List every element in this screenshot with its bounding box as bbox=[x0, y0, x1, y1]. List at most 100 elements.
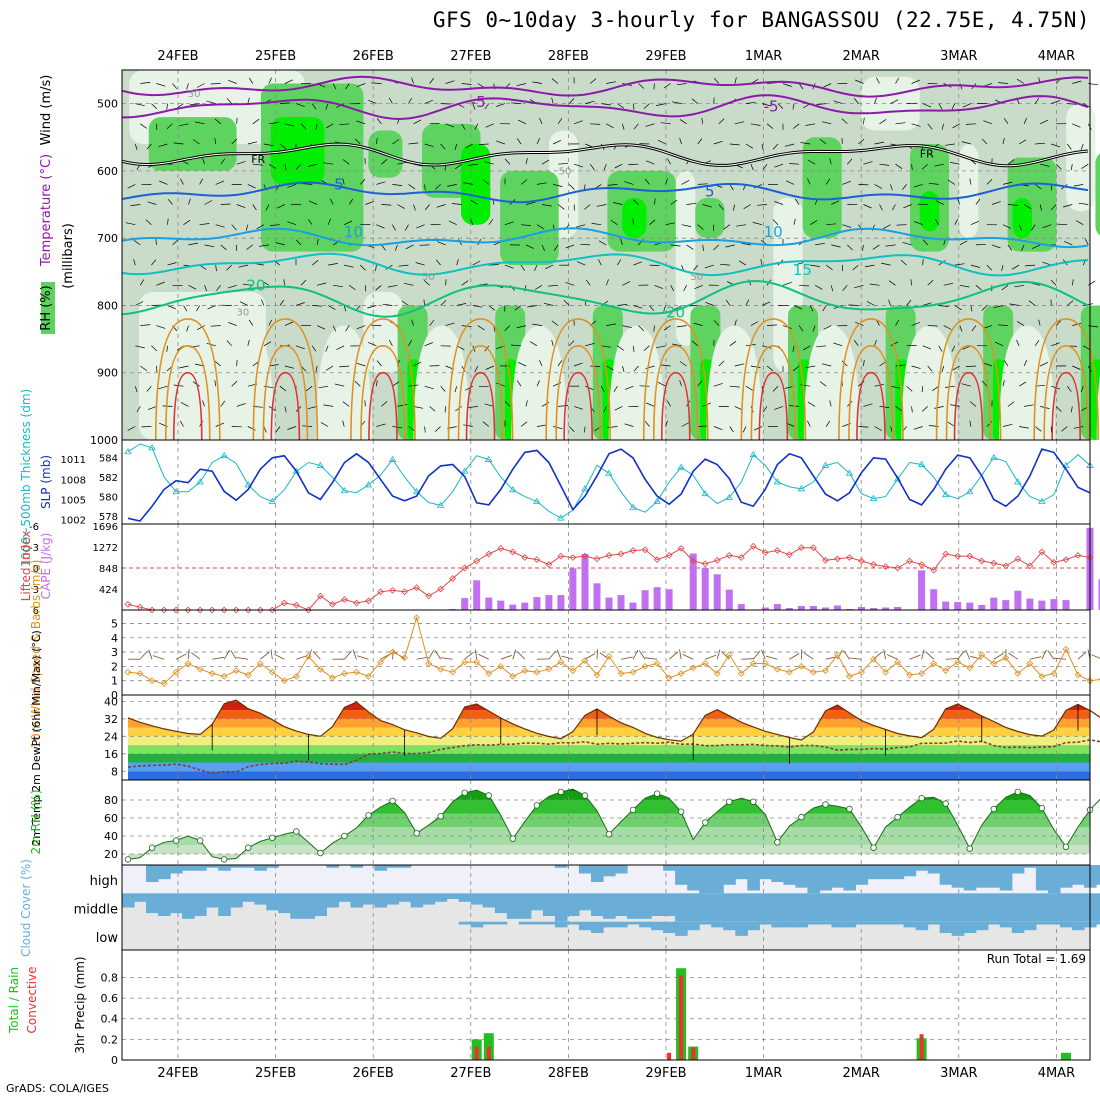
wind-barb bbox=[1064, 241, 1073, 246]
wind-barb bbox=[921, 386, 924, 393]
cape-bar bbox=[882, 607, 890, 610]
tick-label: 600 bbox=[97, 165, 118, 178]
cloud-cover-cell bbox=[843, 893, 857, 922]
thickness-point bbox=[148, 444, 156, 451]
wind-barb bbox=[284, 164, 287, 171]
wind-speed-point bbox=[545, 665, 553, 673]
wind-barb bbox=[842, 180, 851, 185]
axis-title-cape: CAPE (J/kg) bbox=[39, 533, 53, 600]
wind-barb bbox=[1080, 143, 1084, 150]
wind-barb bbox=[729, 143, 740, 146]
wind-speed-point bbox=[942, 667, 950, 675]
wind-barb bbox=[279, 385, 287, 392]
wind-barb bbox=[408, 426, 416, 432]
wind-barb bbox=[622, 281, 631, 286]
surface-wind-barb bbox=[752, 650, 761, 660]
surface-wind-barb bbox=[1008, 652, 1019, 660]
surface-wind-barb bbox=[223, 650, 230, 660]
wind-barb bbox=[252, 163, 263, 166]
wind-barb bbox=[387, 284, 398, 288]
wind-barb bbox=[935, 200, 944, 205]
cloud-cover-cell bbox=[206, 893, 219, 908]
cloud-cover-cell bbox=[663, 893, 676, 916]
surface-wind-barb bbox=[273, 653, 285, 660]
wind-barb bbox=[672, 101, 682, 104]
lifted-index-point bbox=[834, 555, 841, 563]
wind-barb bbox=[842, 285, 848, 291]
wind-barb bbox=[268, 364, 279, 367]
wind-barb bbox=[295, 345, 305, 350]
thickness-point bbox=[605, 469, 613, 476]
wind-barb bbox=[1003, 360, 1009, 367]
cloud-cover-cell bbox=[807, 921, 820, 925]
thickness-point bbox=[557, 514, 565, 521]
wind-barb bbox=[585, 385, 594, 391]
wind-barb bbox=[660, 122, 671, 125]
tick-label: 20 bbox=[104, 848, 118, 861]
thickness-point bbox=[581, 485, 589, 492]
wind-barb bbox=[247, 339, 250, 346]
lifted-index-point bbox=[605, 552, 613, 559]
wind-barb bbox=[890, 184, 893, 191]
wind-barb bbox=[231, 380, 238, 387]
grads-credit: GrADS: COLA/IGES bbox=[6, 1082, 109, 1095]
wind-barb bbox=[136, 406, 141, 413]
tick-label: 0.2 bbox=[101, 1033, 119, 1046]
wind-barb bbox=[774, 201, 784, 205]
wind-barb bbox=[750, 365, 761, 369]
cloud-cover-cell bbox=[326, 865, 339, 868]
tick-label: 1696 bbox=[93, 522, 118, 533]
cape-bar bbox=[761, 607, 769, 610]
cloud-cover-cell bbox=[879, 865, 893, 880]
tick-label: 3 bbox=[111, 646, 118, 659]
wind-barb bbox=[876, 77, 880, 84]
wind-speed-point bbox=[1038, 673, 1046, 680]
wind-speed-point bbox=[653, 660, 661, 667]
wind-barb bbox=[543, 302, 554, 306]
wind-barb bbox=[983, 120, 993, 125]
wind-barb bbox=[938, 305, 949, 307]
thickness-point bbox=[893, 475, 902, 482]
wind-barb bbox=[729, 385, 740, 388]
wind-barb bbox=[732, 204, 736, 211]
cape-bar bbox=[641, 590, 649, 610]
wind-barb bbox=[532, 81, 543, 84]
wind-barb bbox=[738, 260, 747, 266]
wind-barb bbox=[761, 301, 771, 306]
wind-barb bbox=[686, 244, 694, 250]
isotherm-minus10 bbox=[121, 75, 1089, 98]
wind-barb bbox=[375, 285, 382, 291]
wind-barb bbox=[440, 143, 446, 150]
wind-speed-point bbox=[184, 660, 192, 667]
wind-speed-point bbox=[317, 665, 324, 673]
wind-barb bbox=[210, 325, 221, 327]
wind-barb bbox=[663, 83, 671, 89]
wind-barb bbox=[461, 123, 466, 130]
cloud-cover-cell bbox=[254, 865, 267, 871]
wind-barb bbox=[622, 365, 625, 372]
wind-barb bbox=[434, 426, 441, 432]
wind-barb bbox=[525, 201, 536, 205]
surface-wind-barb bbox=[1077, 651, 1087, 660]
lifted-index-point bbox=[268, 606, 276, 614]
bottom-date-label: 2MAR bbox=[842, 1066, 879, 1081]
isotherm-surface-dome bbox=[545, 318, 611, 441]
wind-barb bbox=[853, 97, 859, 104]
cape-bar bbox=[1038, 600, 1046, 610]
cloud-cover-cell bbox=[687, 865, 700, 891]
cloud-cover-cell bbox=[951, 865, 965, 888]
cape-bar bbox=[834, 605, 841, 610]
wind-barb bbox=[803, 345, 811, 351]
wind-barb bbox=[807, 178, 811, 185]
wind-barb bbox=[601, 345, 612, 348]
wind-barb bbox=[525, 158, 528, 165]
wind-barb bbox=[155, 238, 157, 245]
wind-barb bbox=[654, 198, 656, 205]
cape-bar bbox=[773, 604, 781, 610]
panel-frame bbox=[121, 609, 1091, 696]
wind-barb bbox=[943, 325, 952, 330]
wind-barb bbox=[606, 123, 614, 129]
wind-barb bbox=[1051, 204, 1057, 211]
wind-barb bbox=[173, 142, 184, 145]
wind-barb bbox=[665, 178, 668, 185]
